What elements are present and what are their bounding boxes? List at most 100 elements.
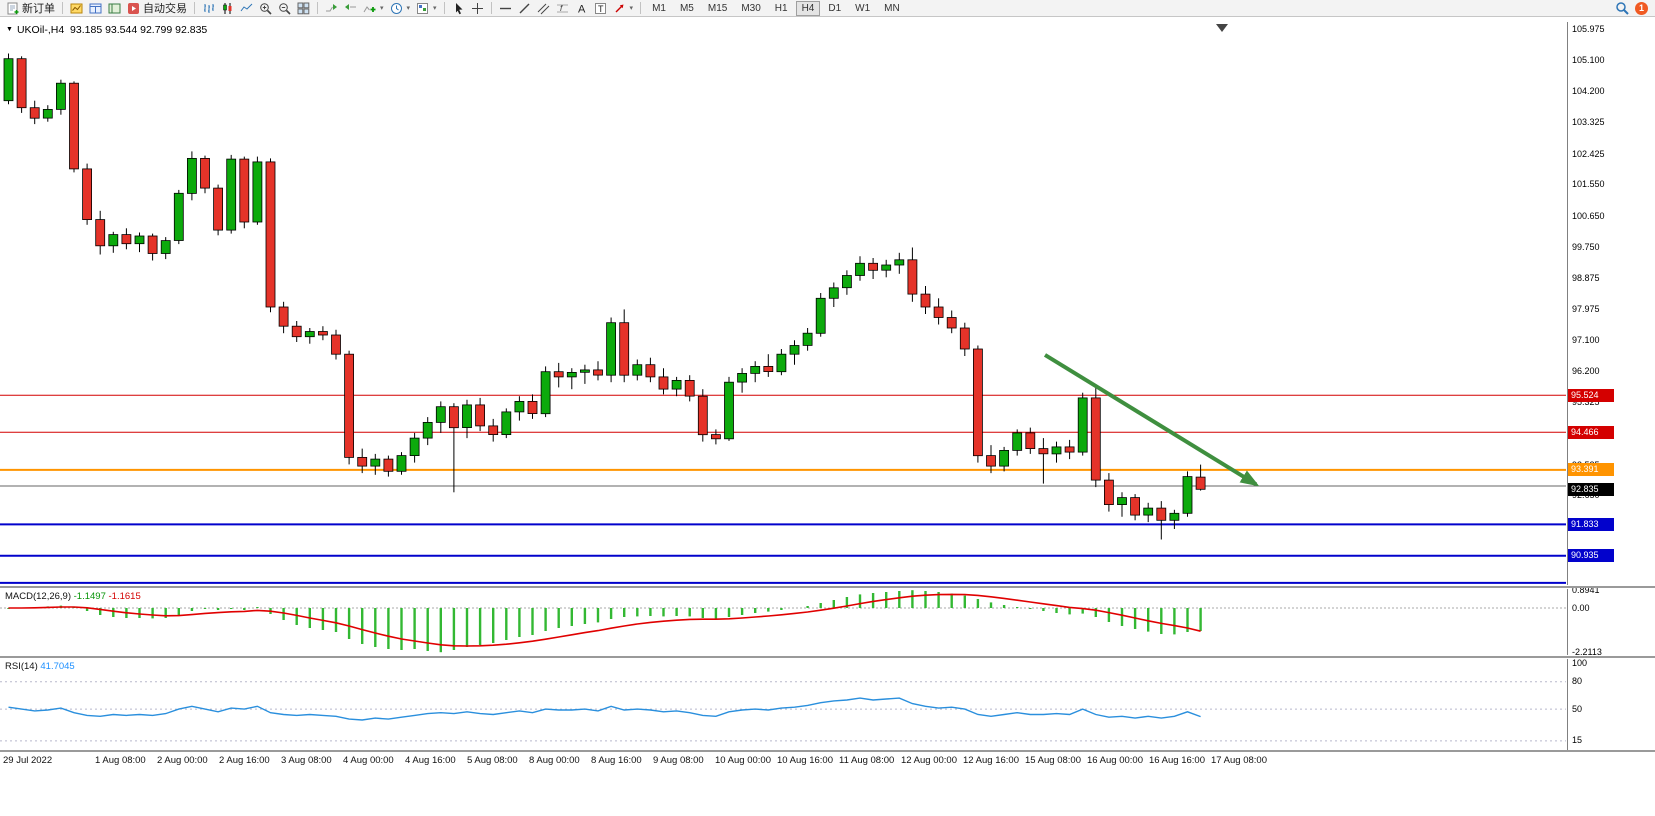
tile-windows-icon (297, 2, 310, 14)
candles-layer (3, 53, 1206, 540)
panel-separator[interactable] (0, 750, 1655, 752)
timeframe-m1-button[interactable]: M1 (652, 2, 666, 14)
periods-button[interactable]: ▾ (387, 0, 414, 16)
rsi-value: 41.7045 (40, 661, 75, 672)
bar-chart-button[interactable] (199, 0, 218, 16)
time-axis-label: 12 Aug 16:00 (963, 755, 1019, 766)
chart-shift-icon (345, 3, 356, 10)
crosshair-icon (471, 2, 483, 14)
rsi-axis-label: 15 (1572, 735, 1583, 746)
macd-axis-label: 0.00 (1572, 602, 1590, 613)
crosshair-button[interactable] (468, 0, 487, 16)
price-axis-label: 100.650 (1572, 210, 1605, 221)
toolbar: 新订单 自动交易 ▾ ▾ (0, 0, 1655, 17)
trend-arrow[interactable] (1043, 353, 1260, 487)
price-axis-label: 101.550 (1572, 179, 1605, 190)
macd-value: -1.1497 (73, 591, 106, 602)
panel-separator[interactable] (0, 656, 1655, 658)
timeframe-h4-button[interactable]: H4 (795, 0, 821, 16)
main-plot-svg[interactable] (0, 22, 1566, 585)
rsi-label: RSI(14) 41.7045 (5, 661, 75, 672)
timeframe-m30-button[interactable]: M30 (741, 2, 761, 14)
tile-windows-button[interactable] (294, 0, 313, 16)
timeframe-m15-button[interactable]: M15 (707, 2, 728, 14)
indicators-icon (363, 5, 376, 12)
auto-trading-icon (128, 2, 139, 14)
macd-scale[interactable]: 0.8941 0.00 -2.2113 (1567, 585, 1655, 657)
templates-icon (417, 2, 429, 14)
text-label-button[interactable]: T (591, 0, 610, 16)
price-axis-label: 102.425 (1572, 148, 1605, 159)
macd-name: MACD(12,26,9) (5, 591, 71, 602)
text-button[interactable]: A (572, 0, 591, 16)
zoom-in-button[interactable] (256, 0, 275, 16)
equidistant-channel-button[interactable] (534, 0, 553, 16)
arrows-tool-button[interactable]: ▾ (610, 0, 637, 16)
chart-shift-button[interactable] (341, 0, 360, 16)
navigator-button[interactable] (105, 0, 124, 16)
zoom-out-button[interactable] (275, 0, 294, 16)
new-order-button[interactable]: 新订单 (3, 0, 58, 16)
time-axis-label: 16 Aug 00:00 (1087, 755, 1143, 766)
timeframe-w1-button[interactable]: W1 (855, 2, 871, 14)
cursor-button[interactable] (449, 0, 468, 16)
trendline-icon (519, 3, 530, 13)
chevron-down-icon: ▾ (406, 5, 411, 12)
panel-separator[interactable] (0, 586, 1655, 588)
toolbar-separator (317, 2, 318, 14)
bar-chart-icon (204, 3, 214, 13)
horizontal-line-button[interactable] (496, 0, 515, 16)
candlestick-chart-button[interactable] (218, 0, 237, 16)
time-axis-label: 4 Aug 00:00 (343, 755, 394, 766)
line-chart-icon (240, 3, 253, 11)
svg-text:A: A (578, 3, 586, 15)
timeframe-m5-button[interactable]: M5 (679, 2, 694, 14)
time-axis-label: 8 Aug 00:00 (529, 755, 580, 766)
toolbar-separator (62, 2, 63, 14)
toolbar-separator (194, 2, 195, 14)
chevron-down-icon: ▾ (380, 5, 384, 12)
templates-button[interactable]: ▾ (413, 0, 440, 16)
price-scale[interactable]: 105.975 105.100 104.200 103.325 102.425 101.5… (1567, 22, 1655, 585)
fibonacci-button[interactable]: f (553, 0, 572, 16)
time-axis-label: 16 Aug 16:00 (1149, 755, 1205, 766)
auto-scroll-button[interactable] (322, 0, 341, 16)
time-axis-label: 29 Jul 2022 (3, 755, 53, 766)
macd-axis-label: 0.8941 (1572, 584, 1600, 595)
symbol-label: UKOil-,H4 (16, 24, 65, 36)
time-axis-label: 17 Aug 08:00 (1211, 755, 1267, 766)
navigator-icon (108, 3, 121, 13)
rsi-axis-label: 80 (1572, 676, 1583, 687)
macd-plot-svg[interactable] (0, 589, 1566, 655)
svg-text:f: f (560, 4, 563, 13)
equidistant-channel-icon (537, 3, 549, 14)
timeframe-d1-button[interactable]: D1 (828, 2, 842, 14)
rsi-name: RSI(14) (5, 661, 38, 672)
indicators-button[interactable]: ▾ (360, 0, 387, 16)
macd-label: MACD(12,26,9) -1.1497 -1.1615 (5, 591, 141, 602)
rsi-axis-label: 100 (1572, 658, 1588, 669)
arrow-tool-icon (615, 4, 624, 12)
timeframe-h1-button[interactable]: H1 (774, 2, 788, 14)
notification-badge[interactable]: 1 (1635, 1, 1648, 15)
line-chart-button[interactable] (237, 0, 256, 16)
time-axis[interactable]: 29 Jul 2022 1 Aug 08:00 2 Aug 00:00 2 Aug 1… (0, 753, 1566, 770)
rsi-scale[interactable]: 100 80 50 15 (1567, 658, 1655, 750)
rsi-plot-svg[interactable] (0, 659, 1566, 750)
levels-layer[interactable] (0, 394, 1566, 584)
price-badge: 90.935 (1568, 549, 1614, 563)
macd-axis-label: -2.2113 (1572, 646, 1602, 657)
ohlc-values: 93.185 93.544 92.799 92.835 (70, 24, 208, 36)
auto-trading-button[interactable]: 自动交易 (124, 0, 190, 16)
market-watch-button[interactable] (67, 0, 86, 16)
search-icon[interactable] (1615, 1, 1629, 15)
timeframe-mn-button[interactable]: MN (884, 2, 900, 14)
symbol-dropdown-icon[interactable]: ▼ (6, 26, 13, 33)
data-window-button[interactable] (86, 0, 105, 16)
time-axis-label: 11 Aug 08:00 (839, 755, 895, 766)
new-order-label: 新订单 (22, 3, 55, 15)
text-icon: A (578, 3, 586, 15)
price-badge: 92.835 (1568, 482, 1614, 496)
trendline-button[interactable] (515, 0, 534, 16)
chart-shift-marker[interactable] (1216, 24, 1228, 32)
